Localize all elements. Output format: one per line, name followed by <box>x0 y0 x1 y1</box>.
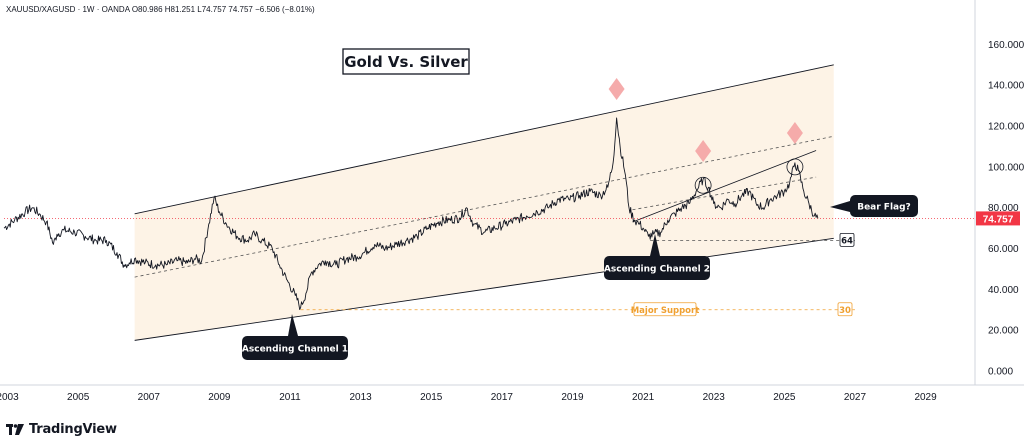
tradingview-icon <box>6 423 24 435</box>
x-tick-label: 2015 <box>420 392 443 403</box>
x-tick-label: 2007 <box>138 392 161 403</box>
channel-1-fill <box>134 64 834 341</box>
channel-1-lower <box>134 237 834 341</box>
x-tick-label: 2009 <box>208 392 231 403</box>
x-tick-label: 2023 <box>703 392 726 403</box>
level-64-tag-label: 64 <box>841 237 853 247</box>
callout-channel-1-label: Ascending Channel 1 <box>242 345 348 355</box>
x-tick-label: 2013 <box>349 392 372 403</box>
source-label: OANDA <box>101 5 130 14</box>
y-tick-label: 160.000 <box>988 40 1024 51</box>
callout-bear-flag-box <box>850 195 918 217</box>
x-tick-label: 2003 <box>0 392 19 403</box>
channel-2-upper <box>632 150 817 223</box>
price-tag <box>976 211 1020 226</box>
y-tick-label: 20.000 <box>988 326 1019 337</box>
y-tick-label: 140.000 <box>988 81 1024 92</box>
callout-channel-2-label: Ascending Channel 2 <box>604 265 710 275</box>
peak-arrow-2020 <box>608 78 625 100</box>
tradingview-logo[interactable]: TradingView <box>6 422 117 437</box>
y-tick-label: 100.000 <box>988 162 1024 173</box>
channel-1-upper <box>134 64 834 215</box>
x-tick-label: 2025 <box>773 392 796 403</box>
peak-circle-2025 <box>786 158 804 176</box>
price-series-line <box>3 117 819 310</box>
x-tick-label: 2027 <box>844 392 867 403</box>
x-tick-label: 2019 <box>561 392 584 403</box>
change-value: −6.506 (−8.01%) <box>255 5 315 14</box>
symbol-label[interactable]: XAUUSD/XAGUSD <box>6 5 76 14</box>
level-30-tag-label: 30 <box>839 306 851 316</box>
interval-label[interactable]: 1W <box>82 5 95 14</box>
price-tag-label: 74.757 <box>983 214 1014 225</box>
x-tick-label: 2021 <box>632 392 655 403</box>
x-tick-label: 2029 <box>914 392 937 403</box>
major-support-tag-box <box>633 302 697 317</box>
major-support-tag-label: Major Support <box>631 306 700 316</box>
level-64-tag-box <box>839 232 855 247</box>
chart-title: Gold Vs. Silver <box>344 53 468 71</box>
y-tick-label: 40.000 <box>988 285 1019 296</box>
channel-2-midline <box>632 176 817 211</box>
x-tick-label: 2011 <box>279 392 301 403</box>
level-30-tag-box <box>837 302 853 317</box>
x-tick-label: 2017 <box>491 392 514 403</box>
open-value: O80.986 <box>131 5 163 14</box>
y-tick-label: 80.000 <box>988 203 1019 214</box>
channel-1-midline <box>134 135 834 278</box>
close-value: 74.757 <box>228 5 253 14</box>
y-tick-label: 60.000 <box>988 244 1019 255</box>
callout-channel-2-box <box>604 256 710 280</box>
callout-bear-flag-pointer <box>830 201 850 212</box>
title-box <box>342 48 470 75</box>
y-tick-label: 120.000 <box>988 122 1024 133</box>
callout-bear-flag-label: Bear Flag? <box>857 203 911 213</box>
x-tick-label: 2005 <box>67 392 90 403</box>
brand-label: TradingView <box>29 422 117 437</box>
peak-arrow-2022 <box>695 140 712 162</box>
callout-channel-1-pointer <box>288 314 298 336</box>
y-tick-label: 0.000 <box>988 367 1013 378</box>
callout-channel-1-box <box>242 336 348 360</box>
low-value: 74.757 <box>201 5 227 14</box>
callout-channel-2-pointer <box>650 234 660 256</box>
high-value: H81.251 <box>164 5 196 14</box>
peak-arrow-2025 <box>786 122 803 144</box>
peak-circle-2022 <box>694 176 712 194</box>
chart-header: XAUUSD/XAGUSD · 1W · OANDA O80.986 H81.2… <box>6 5 315 14</box>
